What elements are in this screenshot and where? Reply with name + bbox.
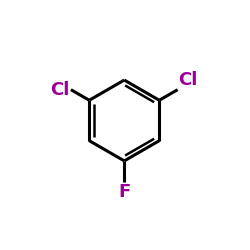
Text: F: F — [118, 183, 130, 201]
Text: Cl: Cl — [178, 71, 198, 89]
Text: Cl: Cl — [50, 81, 70, 99]
